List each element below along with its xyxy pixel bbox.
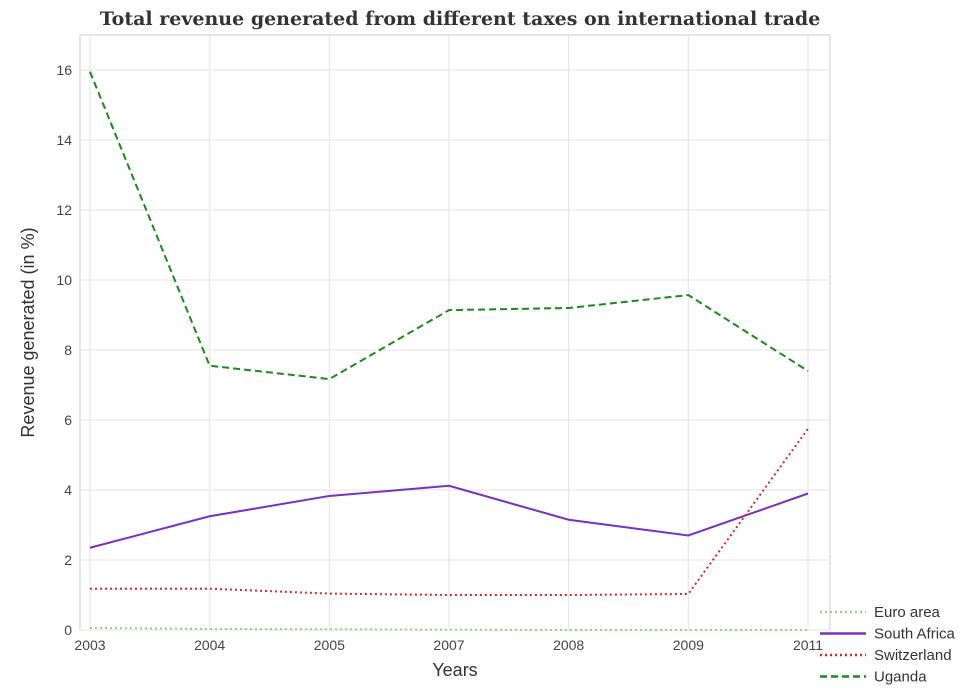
plot-area	[79, 34, 831, 631]
legend: Euro area South Africa Switzerland Uganda	[820, 604, 956, 686]
x-tick-label: 2011	[793, 637, 823, 653]
tick-layer: 0 2 4 6 8 10 12 14 16 2003 2004 2005 2007 2008 2009 201…	[56, 62, 823, 653]
x-tick-label: 2009	[673, 637, 704, 653]
y-axis-title: Revenue generated (in %)	[18, 227, 38, 437]
grid-layer	[80, 35, 830, 631]
x-tick-label: 2003	[74, 637, 105, 653]
x-tick-label: 2005	[314, 637, 345, 653]
y-tick-label: 12	[56, 202, 72, 218]
legend-label: Uganda	[874, 669, 927, 686]
series-layer	[89, 71, 809, 631]
y-tick-label: 14	[56, 132, 72, 148]
chart-title: Total revenue generated from different t…	[100, 8, 821, 30]
y-tick-label: 16	[56, 62, 72, 78]
legend-label: Euro area	[874, 604, 941, 621]
x-tick-label: 2008	[553, 637, 584, 653]
y-tick-label: 6	[64, 412, 72, 428]
x-axis-title: Years	[432, 660, 477, 680]
y-tick-label: 0	[64, 622, 72, 638]
y-tick-label: 4	[64, 482, 72, 498]
y-tick-label: 2	[64, 552, 72, 568]
legend-label: Switzerland	[874, 647, 952, 664]
legend-label: South Africa	[874, 626, 956, 643]
x-tick-label: 2004	[194, 637, 225, 653]
x-tick-label: 2007	[433, 637, 464, 653]
y-tick-label: 8	[64, 342, 72, 358]
y-tick-label: 10	[56, 272, 72, 288]
